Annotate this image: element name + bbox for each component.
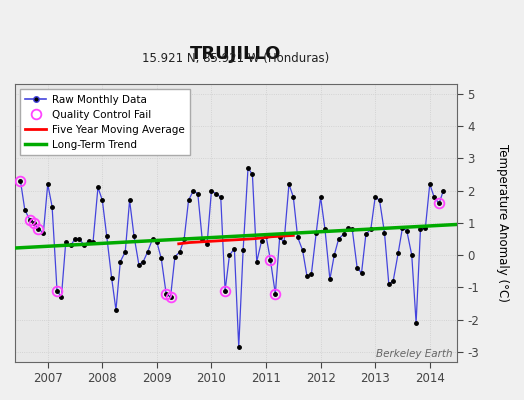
Text: Berkeley Earth: Berkeley Earth [376, 349, 453, 359]
Y-axis label: Temperature Anomaly (°C): Temperature Anomaly (°C) [496, 144, 509, 302]
Legend: Raw Monthly Data, Quality Control Fail, Five Year Moving Average, Long-Term Tren: Raw Monthly Data, Quality Control Fail, … [20, 89, 190, 155]
Text: TRUJILLO: TRUJILLO [190, 45, 282, 63]
Title: 15.921 N, 85.921 W (Honduras): 15.921 N, 85.921 W (Honduras) [143, 52, 330, 65]
